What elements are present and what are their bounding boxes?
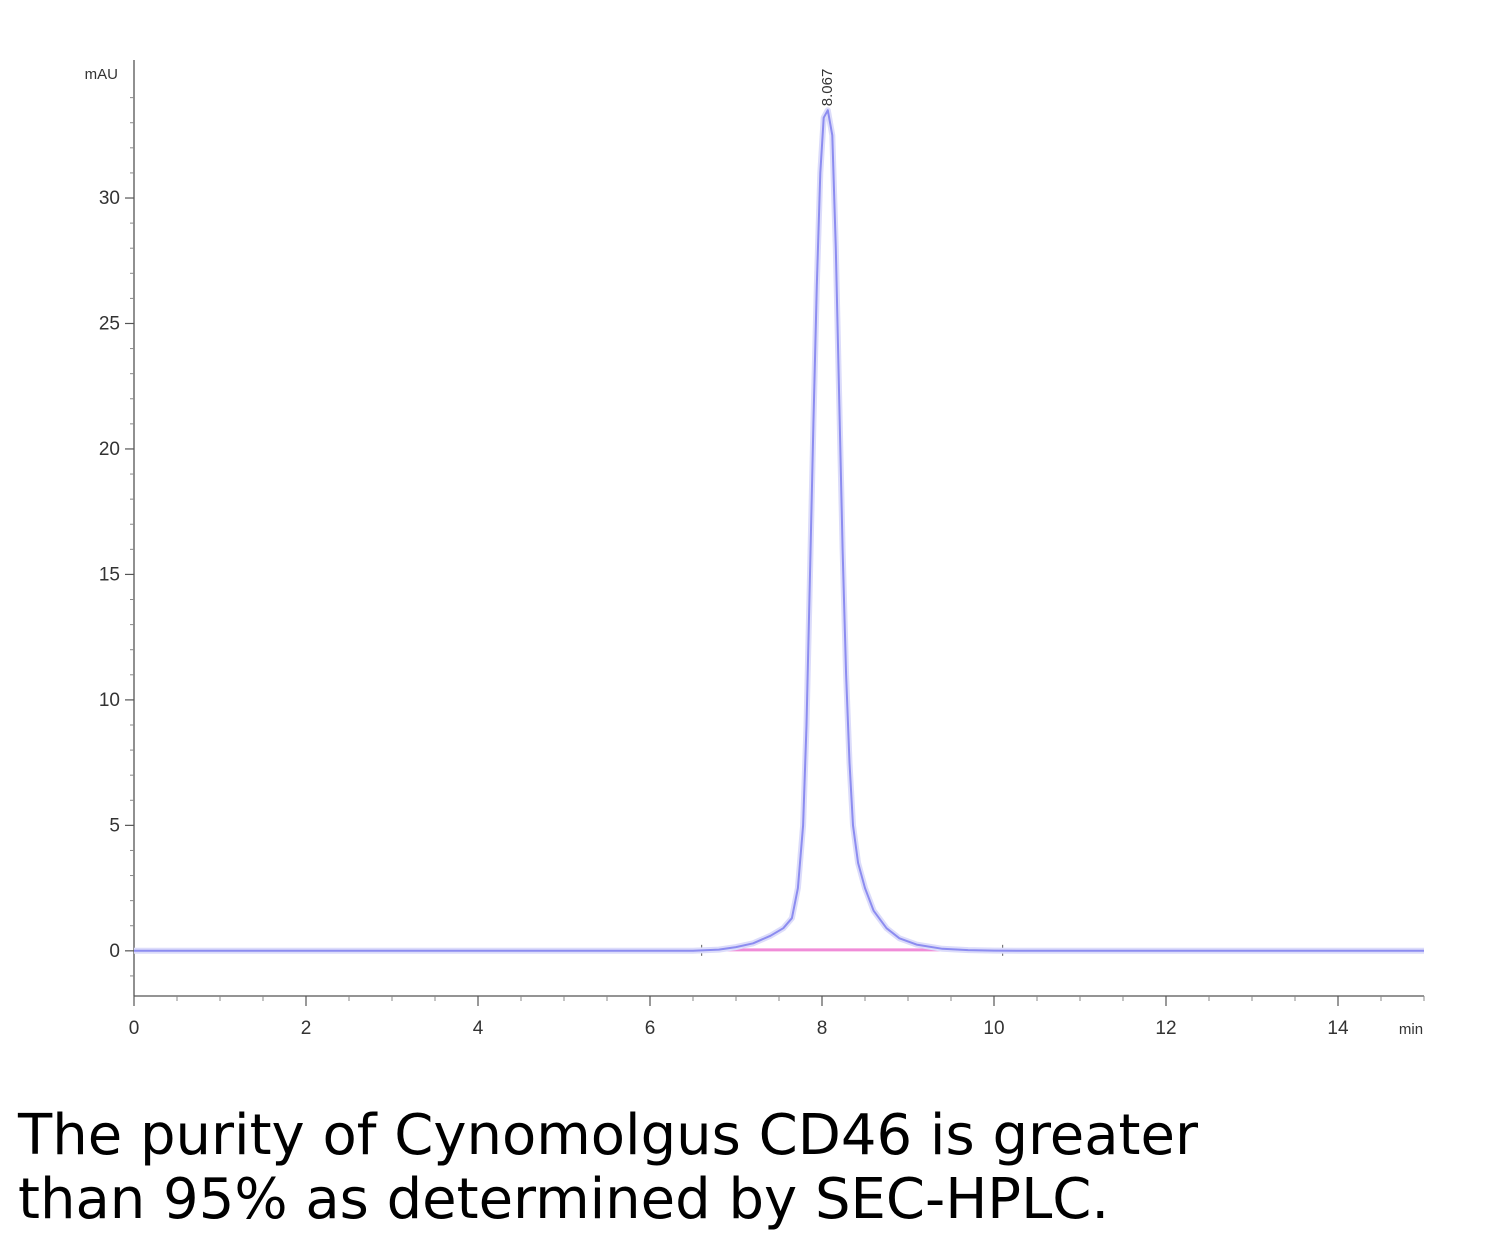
series-line-halo	[134, 107, 1424, 954]
y-tick-label: 5	[109, 815, 120, 836]
series-layer	[134, 107, 1424, 954]
y-tick-label: 0	[109, 941, 120, 962]
chromatogram-chart: 0 5 10 15 20 25 30 0 2 4 6 8 10 12 14 mAU min 8.067	[85, 60, 1425, 1039]
x-tick-label: 4	[473, 1018, 484, 1039]
y-axis-label: mAU	[85, 66, 118, 83]
x-tick-label: 2	[301, 1018, 312, 1039]
x-tick-label: 12	[1155, 1018, 1176, 1039]
y-tick-label: 25	[99, 313, 120, 334]
y-tick-label: 30	[99, 188, 120, 209]
x-tick-label: 8	[817, 1018, 828, 1039]
y-tick-label: 20	[99, 439, 120, 460]
figure-caption: The purity of Cynomolgus CD46 is greater…	[18, 1104, 1478, 1232]
y-tick-label: 15	[99, 564, 120, 585]
caption-line-1: The purity of Cynomolgus CD46 is greater	[18, 1103, 1198, 1168]
x-tick-label: 6	[645, 1018, 656, 1039]
x-axis-label: min	[1399, 1021, 1423, 1038]
x-tick-label: 10	[983, 1018, 1004, 1039]
peak-retention-time-label: 8.067	[819, 69, 836, 107]
y-tick-label: 10	[99, 690, 120, 711]
x-tick-label: 14	[1327, 1018, 1349, 1039]
caption-line-2: than 95% as determined by SEC-HPLC.	[18, 1167, 1110, 1232]
series-line	[134, 109, 1424, 952]
chart-axes: 0 5 10 15 20 25 30 0 2 4 6 8 10 12 14	[99, 60, 1425, 1039]
x-tick-label: 0	[129, 1018, 140, 1039]
